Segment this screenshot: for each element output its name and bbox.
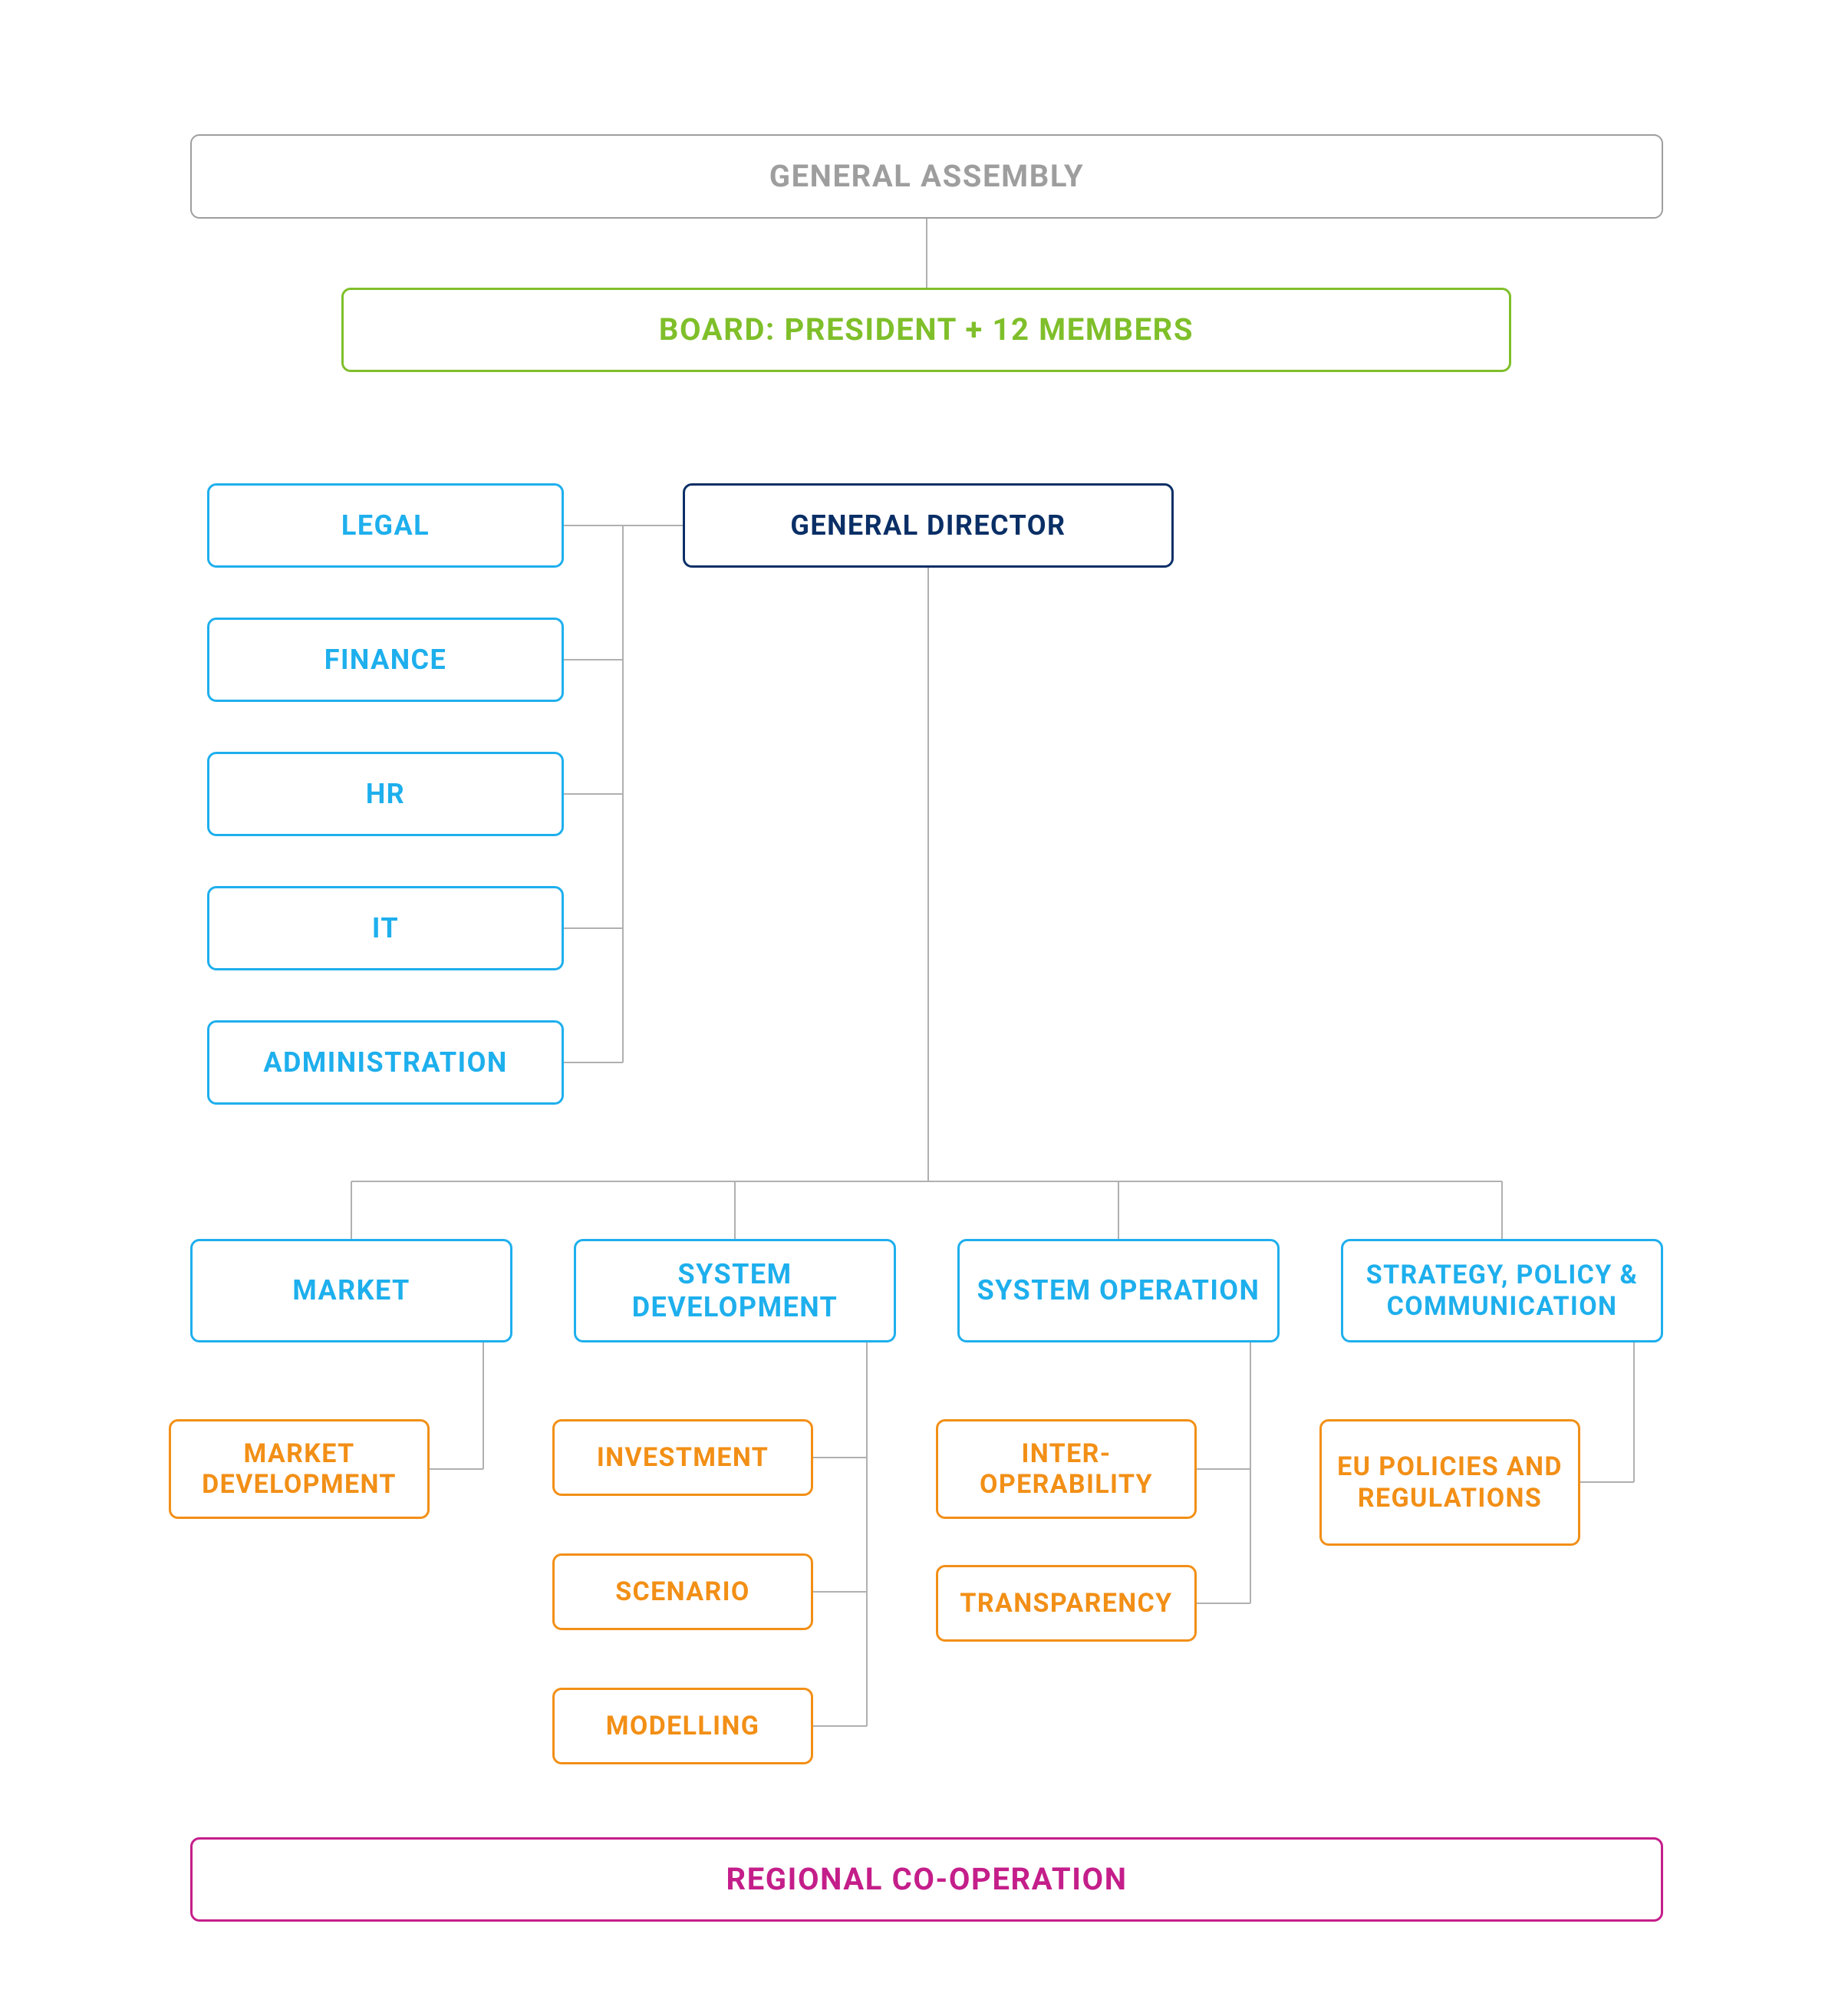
node-legal: LEGAL (207, 483, 564, 568)
org-chart-canvas: GENERAL ASSEMBLY BOARD: PRESIDENT + 12 ME… (0, 0, 1848, 1993)
node-general-director: GENERAL DIRECTOR (683, 483, 1174, 568)
node-market-development: MARKET DEVELOPMENT (169, 1419, 430, 1519)
node-label: HR (366, 778, 405, 810)
node-label: MARKET (292, 1274, 410, 1306)
node-transparency: TRANSPARENCY (936, 1565, 1197, 1642)
node-system-development: SYSTEM DEVELOPMENT (574, 1239, 896, 1342)
node-system-operation: SYSTEM OPERATION (957, 1239, 1280, 1342)
node-label: MARKET DEVELOPMENT (186, 1438, 412, 1500)
node-finance: FINANCE (207, 618, 564, 702)
node-label: ADMINISTRATION (263, 1046, 507, 1079)
node-investment: INVESTMENT (552, 1419, 813, 1496)
node-label: MODELLING (606, 1711, 760, 1741)
node-hr: HR (207, 752, 564, 836)
node-label: SYSTEM OPERATION (977, 1274, 1260, 1306)
node-label: LEGAL (341, 509, 430, 542)
node-label: INTER-OPERABILITY (954, 1438, 1179, 1500)
node-modelling: MODELLING (552, 1688, 813, 1764)
node-regional-cooperation: REGIONAL CO-OPERATION (190, 1837, 1663, 1922)
node-label: GENERAL DIRECTOR (790, 509, 1066, 542)
node-eu-policies: EU POLICIES AND REGULATIONS (1319, 1419, 1580, 1546)
node-interoperability: INTER-OPERABILITY (936, 1419, 1197, 1519)
node-general-assembly: GENERAL ASSEMBLY (190, 134, 1663, 219)
node-label: SCENARIO (615, 1576, 749, 1607)
node-strategy-policy-comm: STRATEGY, POLICY & COMMUNICATION (1341, 1239, 1663, 1342)
node-label: INVESTMENT (597, 1442, 769, 1473)
node-board: BOARD: PRESIDENT + 12 MEMBERS (341, 288, 1511, 372)
node-label: TRANSPARENCY (960, 1588, 1172, 1619)
node-label: FINANCE (324, 644, 446, 676)
node-label: BOARD: PRESIDENT + 12 MEMBERS (659, 311, 1194, 348)
node-it: IT (207, 886, 564, 970)
node-label: SYSTEM DEVELOPMENT (591, 1258, 878, 1323)
node-market: MARKET (190, 1239, 512, 1342)
node-label: EU POLICIES AND REGULATIONS (1337, 1451, 1563, 1513)
node-label: STRATEGY, POLICY & COMMUNICATION (1359, 1260, 1645, 1321)
node-label: GENERAL ASSEMBLY (769, 158, 1085, 194)
node-label: IT (372, 912, 399, 944)
node-scenario: SCENARIO (552, 1553, 813, 1630)
node-label: REGIONAL CO-OPERATION (726, 1861, 1127, 1897)
node-administration: ADMINISTRATION (207, 1020, 564, 1105)
